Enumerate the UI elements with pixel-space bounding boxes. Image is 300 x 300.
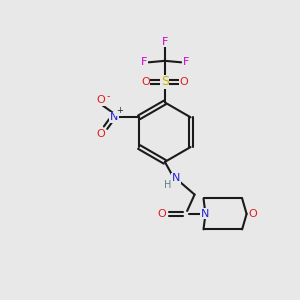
Text: F: F: [182, 57, 189, 67]
Text: O: O: [141, 76, 150, 87]
Text: S: S: [161, 75, 169, 88]
Text: N: N: [201, 209, 209, 219]
Text: -: -: [107, 92, 110, 101]
Text: F: F: [162, 37, 168, 46]
Text: N: N: [110, 112, 118, 122]
Text: O: O: [97, 129, 106, 139]
Text: O: O: [97, 95, 106, 105]
Text: O: O: [180, 76, 189, 87]
Text: F: F: [141, 57, 147, 67]
Text: O: O: [158, 209, 166, 219]
Text: H: H: [164, 180, 172, 190]
Text: O: O: [248, 209, 257, 219]
Text: N: N: [172, 173, 180, 183]
Text: +: +: [116, 106, 123, 115]
